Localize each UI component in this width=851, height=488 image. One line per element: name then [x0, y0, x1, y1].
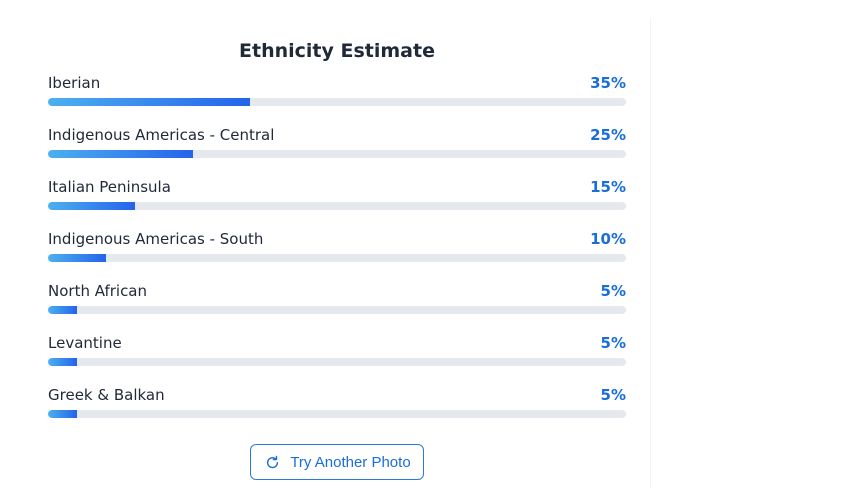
panel-divider: [650, 18, 651, 488]
progress-track: [48, 150, 626, 158]
row-header: North African 5%: [48, 278, 626, 304]
ethnicity-label: Iberian: [48, 74, 101, 92]
row-header: Indigenous Americas - South 10%: [48, 226, 626, 252]
row-header: Levantine 5%: [48, 330, 626, 356]
row-header: Greek & Balkan 5%: [48, 382, 626, 408]
refresh-icon: [265, 455, 280, 470]
ethnicity-row: North African 5%: [48, 278, 626, 330]
button-row: Try Another Photo: [48, 444, 626, 480]
ethnicity-label: North African: [48, 282, 148, 300]
ethnicity-percent: 10%: [590, 230, 626, 248]
ethnicity-label: Indigenous Americas - South: [48, 230, 264, 248]
progress-track: [48, 254, 626, 262]
progress-track: [48, 202, 626, 210]
ethnicity-percent: 25%: [590, 126, 626, 144]
ethnicity-percent: 5%: [600, 282, 626, 300]
progress-fill: [48, 410, 77, 418]
progress-fill: [48, 98, 251, 106]
ethnicity-row: Indigenous Americas - Central 25%: [48, 122, 626, 174]
progress-fill: [48, 358, 77, 366]
ethnicity-label: Greek & Balkan: [48, 386, 165, 404]
ethnicity-label: Italian Peninsula: [48, 178, 171, 196]
ethnicity-percent: 15%: [590, 178, 626, 196]
ethnicity-row: Italian Peninsula 15%: [48, 174, 626, 226]
ethnicity-label: Indigenous Americas - Central: [48, 126, 275, 144]
row-header: Italian Peninsula 15%: [48, 174, 626, 200]
ethnicity-card: Ethnicity Estimate Iberian 35% Indigenou…: [48, 36, 626, 480]
try-another-photo-button[interactable]: Try Another Photo: [250, 444, 424, 480]
ethnicity-row: Indigenous Americas - South 10%: [48, 226, 626, 278]
ethnicity-percent: 35%: [590, 74, 626, 92]
row-header: Indigenous Americas - Central 25%: [48, 122, 626, 148]
ethnicity-row: Iberian 35%: [48, 70, 626, 122]
ethnicity-row: Levantine 5%: [48, 330, 626, 382]
progress-fill: [48, 254, 106, 262]
progress-track: [48, 98, 626, 106]
progress-fill: [48, 306, 77, 314]
progress-track: [48, 306, 626, 314]
ethnicity-label: Levantine: [48, 334, 122, 352]
progress-fill: [48, 202, 135, 210]
card-title: Ethnicity Estimate: [239, 40, 435, 62]
ethnicity-list: Iberian 35% Indigenous Americas - Centra…: [48, 70, 626, 434]
ethnicity-row: Greek & Balkan 5%: [48, 382, 626, 434]
progress-fill: [48, 150, 193, 158]
progress-track: [48, 358, 626, 366]
row-header: Iberian 35%: [48, 70, 626, 96]
progress-track: [48, 410, 626, 418]
ethnicity-percent: 5%: [600, 334, 626, 352]
ethnicity-percent: 5%: [600, 386, 626, 404]
button-label: Try Another Photo: [290, 453, 411, 471]
